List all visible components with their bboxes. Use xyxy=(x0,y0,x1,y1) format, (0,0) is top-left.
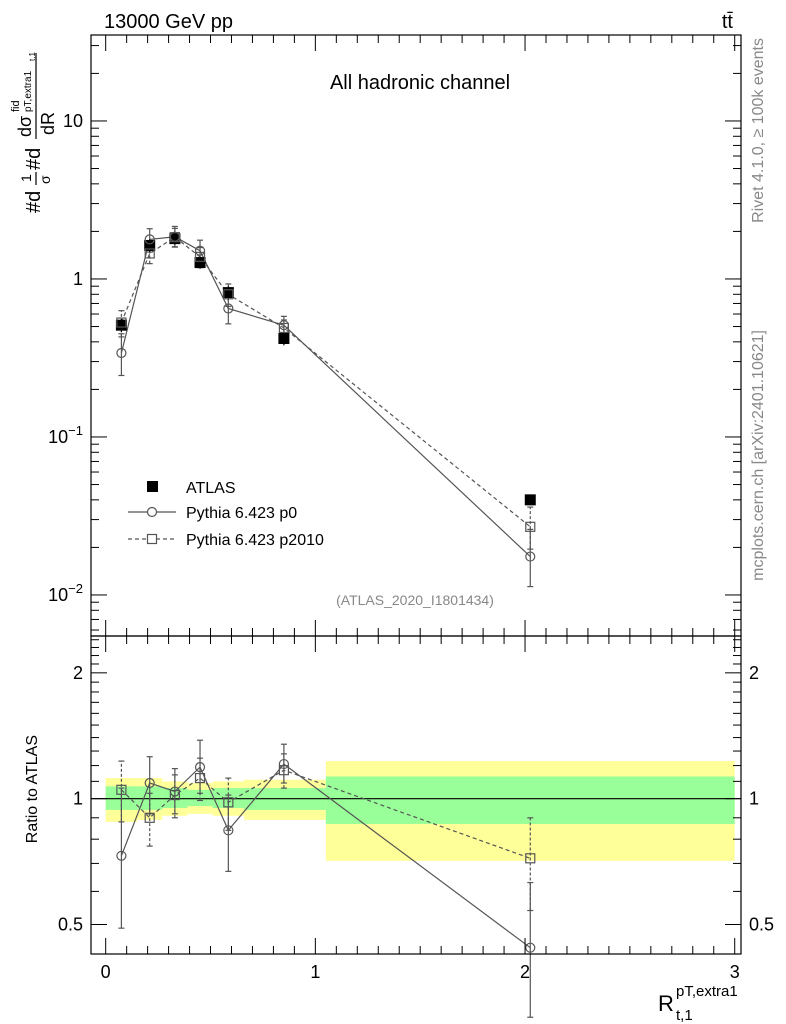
ylabel-frac2-num: dσ xyxy=(15,116,35,137)
ratio-ytick-label-right: 1 xyxy=(749,789,759,809)
legend-atlas-marker xyxy=(147,481,158,492)
xlabel-base: R xyxy=(658,991,674,1016)
ratio-p2010-point xyxy=(194,772,206,784)
ratio-ticks: 0 1 2 3 0.5 0.5 1 1 2 2 xyxy=(58,636,774,982)
ratio-xtick-label: 2 xyxy=(520,962,530,982)
main-p2010-point xyxy=(144,248,155,259)
ratio-ylabel: Ratio to ATLAS xyxy=(24,735,41,843)
ratio-ytick-label-right: 2 xyxy=(749,663,759,683)
ylabel-sub: pT,extra1 xyxy=(23,70,34,112)
main-ylabel: #d 1 σ #d dσ fid pT,extra1 t,1 dR xyxy=(10,52,58,213)
ratio-frame xyxy=(90,635,742,955)
main-ytick-label: 10 xyxy=(63,111,83,131)
ylabel-sub2: t,1 xyxy=(28,52,37,61)
ylabel-frac2-den: dR xyxy=(38,112,58,135)
main-line-p0 xyxy=(120,236,531,558)
ratio-marks xyxy=(116,739,536,1018)
ratio-ytick-label-left: 0.5 xyxy=(58,914,83,934)
main-data-point xyxy=(115,319,127,331)
main-p0-point xyxy=(144,234,155,245)
main-p0-point xyxy=(525,551,536,562)
main-p2010-point xyxy=(223,289,234,300)
ratio-p2010-point xyxy=(116,784,127,795)
ratio-xtick-label: 3 xyxy=(730,962,740,982)
main-p0-point xyxy=(116,347,127,359)
xlabel-sub: t,1 xyxy=(676,1007,693,1024)
ylabel-sup: fid xyxy=(10,100,22,112)
main-p2010-point xyxy=(169,232,180,243)
ratio-p0-point xyxy=(278,758,290,770)
main-p2010-point xyxy=(525,521,536,532)
main-p2010-point xyxy=(116,317,127,328)
legend-p2010-marker xyxy=(146,533,158,545)
main-marks xyxy=(115,225,536,588)
ratio-xtick-label: 0 xyxy=(101,962,111,982)
ratio-p0-point xyxy=(194,761,206,773)
main-p2010-point xyxy=(194,251,206,262)
ratio-p2010-point xyxy=(525,853,536,864)
main-data-point xyxy=(278,332,290,344)
legend-p0-label: Pythia 6.423 p0 xyxy=(186,505,297,522)
ratio-ytick-label-left: 2 xyxy=(73,663,83,683)
ratio-p0-point xyxy=(144,777,155,789)
ylabel-d1: #d xyxy=(23,191,45,213)
main-data-point xyxy=(524,494,536,506)
ratio-bands xyxy=(91,761,741,861)
mcplots-label: mcplots.cern.ch [arXiv:2401.10621] xyxy=(750,330,767,581)
main-data-point xyxy=(222,287,234,299)
main-p0-point xyxy=(194,245,206,256)
ratio-ytick-label-right: 0.5 xyxy=(749,914,774,934)
ratio-xlabel: R pT,extra1 t,1 xyxy=(658,983,738,1024)
legend: ATLAS Pythia 6.423 p0 Pythia 6.423 p2010 xyxy=(128,480,324,549)
ratio-p2010-point xyxy=(144,812,155,823)
rivet-label: Rivet 4.1.0, ≥ 100k events xyxy=(750,38,767,223)
legend-atlas-label: ATLAS xyxy=(186,480,236,497)
ratio-p2010-point xyxy=(278,765,290,776)
legend-p2010-label: Pythia 6.423 p2010 xyxy=(186,532,324,549)
main-ticks: 10−2 10−1 1 10 xyxy=(48,35,741,636)
ratio-band-inner xyxy=(325,776,735,824)
main-p2010-point xyxy=(278,322,290,334)
process-label: tt̄ xyxy=(722,11,734,33)
main-line-p2010 xyxy=(120,236,531,528)
main-ytick-label: 10−1 xyxy=(48,423,83,447)
energy-label: 13000 GeV pp xyxy=(104,11,233,33)
main-panel: 10−2 10−1 1 10 All hadronic channel (ATLAS_… xyxy=(10,34,742,637)
ratio-p0-point xyxy=(525,942,536,953)
ratio-ytick-label-left: 1 xyxy=(73,789,83,809)
main-title: All hadronic channel xyxy=(330,72,510,94)
ratio-p0-point xyxy=(223,825,234,836)
main-p0-point xyxy=(223,303,234,314)
main-ytick-label: 1 xyxy=(73,269,83,289)
ratio-p2010-point xyxy=(169,789,180,801)
main-ytick-label: 10−2 xyxy=(48,581,83,605)
analysis-label: (ATLAS_2020_I1801434) xyxy=(336,592,494,608)
xlabel-sup: pT,extra1 xyxy=(676,983,738,1000)
ratio-xtick-label: 1 xyxy=(310,962,320,982)
main-data-point xyxy=(144,239,156,251)
ratio-p0-point xyxy=(116,850,127,861)
legend-p0-marker xyxy=(146,506,158,518)
main-data-point xyxy=(169,233,181,245)
ratio-p2010-point xyxy=(223,797,234,808)
main-data-point xyxy=(194,257,206,269)
ylabel-frac1-den: σ xyxy=(37,175,53,184)
ylabel-frac1-num: 1 xyxy=(18,174,34,182)
ratio-panel: 0 1 2 3 0.5 0.5 1 1 2 2 Ratio to ATLAS R pT,extra… xyxy=(24,635,774,1024)
ylabel-d2: #d xyxy=(23,148,45,170)
